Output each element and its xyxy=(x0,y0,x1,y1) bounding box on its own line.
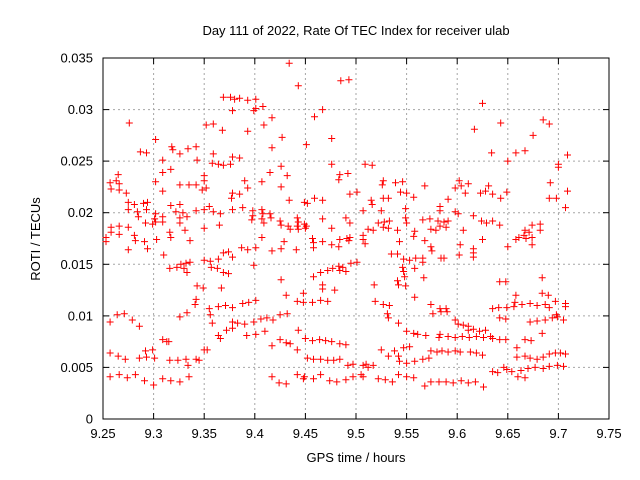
y-tick-label: 0.03 xyxy=(68,102,93,117)
y-tick-label: 0.02 xyxy=(68,205,93,220)
y-tick-label: 0.005 xyxy=(60,360,93,375)
x-tick-label: 9.45 xyxy=(293,426,318,441)
x-axis-label: GPS time / hours xyxy=(307,450,406,465)
y-axis-label: ROTI / TECUs xyxy=(28,197,43,281)
x-tick-label: 9.55 xyxy=(394,426,419,441)
y-tick-label: 0.01 xyxy=(68,308,93,323)
x-tick-label: 9.3 xyxy=(145,426,163,441)
scatter-series-ROTI xyxy=(102,59,571,391)
x-tick-label: 9.6 xyxy=(448,426,466,441)
x-tick-label: 9.25 xyxy=(90,426,115,441)
grid-lines xyxy=(103,58,609,419)
y-tick-label: 0 xyxy=(86,412,93,427)
x-tick-label: 9.7 xyxy=(549,426,567,441)
y-tick-label: 0.015 xyxy=(60,257,93,272)
y-tick-label: 0.025 xyxy=(60,154,93,169)
chart-title: Day 111 of 2022, Rate Of TEC Index for r… xyxy=(202,23,509,38)
x-tick-label: 9.5 xyxy=(347,426,365,441)
y-tick-label: 0.035 xyxy=(60,51,93,66)
x-tick-label: 9.4 xyxy=(246,426,264,441)
x-tick-label: 9.65 xyxy=(495,426,520,441)
plot-border xyxy=(102,57,610,420)
x-tick-label: 9.75 xyxy=(596,426,621,441)
x-tick-label: 9.35 xyxy=(192,426,217,441)
